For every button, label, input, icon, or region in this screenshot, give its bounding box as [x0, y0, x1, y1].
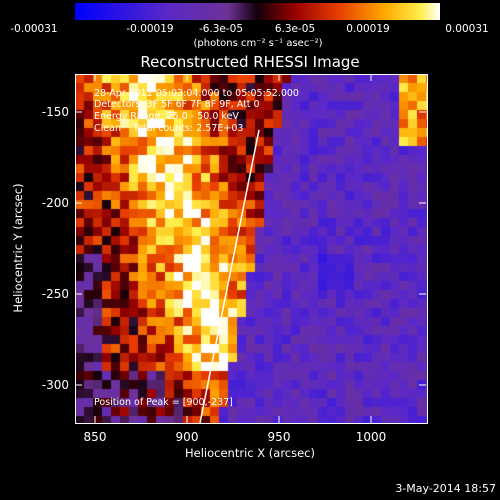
colorbar-tick-label: -0.00019 [126, 23, 174, 35]
y-tick-label: -250 [41, 287, 69, 301]
plot-date: 3-May-2014 18:57 [395, 482, 496, 495]
time-range-annotation: 28-Apr-2012 05:03:04.000 to 05:05:52.000 [94, 88, 299, 99]
y-axis-label: Heliocentric Y (arcsec) [11, 183, 25, 313]
x-tick-label: 900 [175, 430, 199, 444]
energy-annotation: Energy Range: 25.0 - 50.0 keV [94, 111, 239, 122]
detectors-annotation: Detectors: 3F 5F 6F 7F 8F 9F, Att 0 [94, 99, 260, 110]
colorbar-tick-label: 0.00031 [445, 23, 489, 35]
colorbar-tick-label: 0.00019 [346, 23, 390, 35]
colorbar-tick-label: -0.00031 [10, 23, 58, 35]
y-tick-label: -150 [41, 105, 69, 119]
y-tick-label: -200 [41, 196, 69, 210]
colorbar-tick-label: 6.3e-05 [274, 23, 316, 35]
x-tick-label: 950 [267, 430, 291, 444]
method-annotation: Clean Total counts: 2.57E+03 [94, 123, 244, 134]
x-tick-label: 850 [83, 430, 107, 444]
plot-title: Reconstructed RHESSI Image [140, 53, 360, 71]
x-tick-label: 1000 [355, 430, 387, 444]
x-axis-label: Heliocentric X (arcsec) [185, 446, 315, 460]
colorbar [75, 3, 440, 20]
colorbar-unit: (photons cm⁻² s⁻¹ asec⁻²) [193, 38, 323, 49]
colorbar-tick-label: -6.3e-05 [198, 23, 244, 35]
peak-annotation: Position of Peak = [900,-237] [94, 397, 233, 408]
y-tick-label: -300 [41, 378, 69, 392]
